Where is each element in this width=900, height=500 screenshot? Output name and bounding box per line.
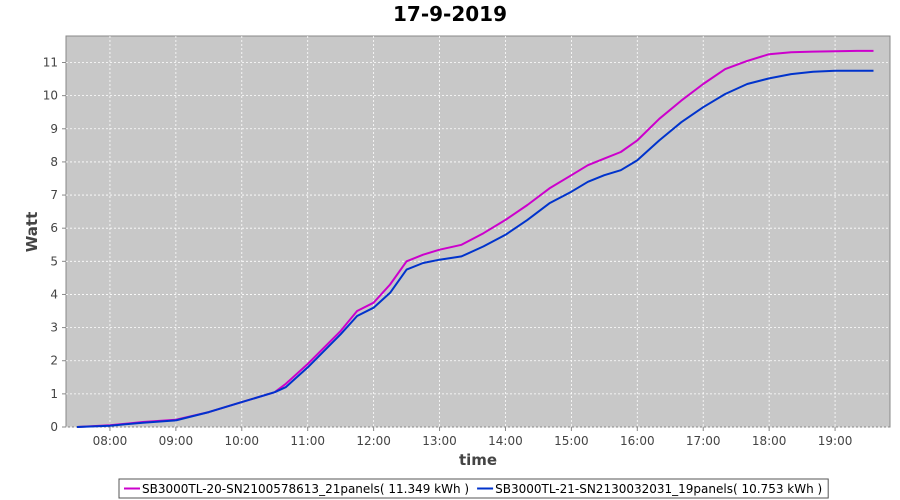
x-axis-label: time — [459, 451, 497, 469]
x-tick-label: 17:00 — [686, 434, 721, 448]
x-tick-label: 15:00 — [554, 434, 589, 448]
series-layer — [76, 49, 874, 428]
plot-area — [65, 35, 891, 428]
y-tick-label: 11 — [43, 56, 58, 70]
y-tick-label: 7 — [50, 188, 58, 202]
legend-label-1: SB3000TL-20-SN2100578613_21panels( 11.34… — [142, 482, 469, 496]
x-tick-label: 10:00 — [224, 434, 259, 448]
grid-layer — [66, 36, 890, 428]
y-tick-label: 4 — [50, 287, 58, 301]
x-tick-label: 18:00 — [752, 434, 787, 448]
y-tick-label: 6 — [50, 221, 58, 235]
x-tick-label: 16:00 — [620, 434, 655, 448]
x-tick-label: 19:00 — [818, 434, 853, 448]
x-tick-label: 11:00 — [290, 434, 325, 448]
chart-title: 17-9-2019 — [393, 2, 507, 26]
legend-label-2: SB3000TL-21-SN2130032031_19panels( 10.75… — [495, 482, 822, 496]
y-tick-label: 3 — [50, 321, 58, 335]
y-tick-label: 0 — [50, 420, 58, 434]
x-tick-label: 14:00 — [488, 434, 523, 448]
y-tick-label: 5 — [50, 254, 58, 268]
y-tick-label: 9 — [50, 122, 58, 136]
series-line-2 — [76, 69, 874, 428]
y-tick-label: 1 — [50, 387, 58, 401]
y-tick-label: 2 — [50, 354, 58, 368]
axis-layer: 08:00 09:00 10:00 11:00 12:00 13:00 14:00 15:00… — [43, 56, 853, 448]
x-tick-label: 09:00 — [159, 434, 194, 448]
x-tick-label: 08:00 — [93, 434, 128, 448]
y-axis-label: Watt — [23, 212, 41, 252]
x-tick-label: 13:00 — [422, 434, 457, 448]
y-tick-label: 8 — [50, 155, 58, 169]
x-tick-label: 12:00 — [356, 434, 391, 448]
y-tick-label: 10 — [43, 89, 58, 103]
legend: SB3000TL-20-SN2100578613_21panels( 11.34… — [118, 478, 829, 499]
legend-box — [118, 478, 829, 499]
